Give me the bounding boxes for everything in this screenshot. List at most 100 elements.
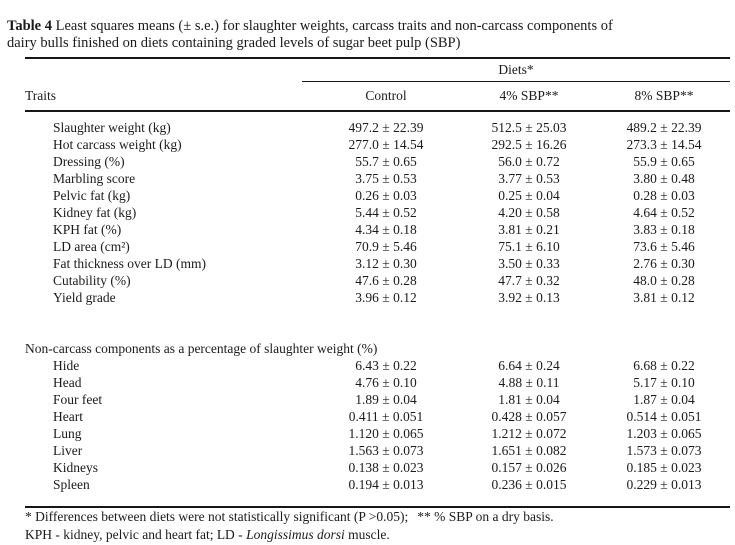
table-row: Hot carcass weight (kg) 277.0 ± 14.54 292.… [25,136,730,153]
value-cell-4pct-sbp: 1.212 ± 0.072 [491,425,567,441]
trait-label: Lung [53,425,82,441]
trait-label: Cutability (%) [53,272,131,288]
value-cell-control: 1.120 ± 0.065 [348,425,424,441]
value-cell-4pct-sbp: 6.64 ± 0.24 [498,357,560,373]
value-cell-4pct-sbp: 3.92 ± 0.13 [498,289,560,305]
table-row: Marbling score 3.75 ± 0.53 3.77 ± 0.53 3.80… [25,170,730,187]
value-cell-8pct-sbp: 3.81 ± 0.12 [633,289,695,305]
data-table: Diets* Traits Control 4% SBP** 8% SBP** … [25,57,730,508]
table-row: Liver 1.563 ± 0.073 1.651 ± 0.082 1.573 ± 0… [25,442,730,459]
table-row: KPH fat (%) 4.34 ± 0.18 3.81 ± 0.21 3.83 ± … [25,221,730,238]
value-cell-control: 497.2 ± 22.39 [348,119,424,135]
trait-label: Head [53,374,82,390]
table-number-label: Table 4 [7,17,52,34]
column-header-control: Control [302,81,440,112]
trait-label: LD area (cm²) [53,238,130,254]
value-cell-control: 4.76 ± 0.10 [355,374,417,390]
value-cell-8pct-sbp: 4.64 ± 0.52 [633,204,695,220]
value-cell-4pct-sbp: 3.77 ± 0.53 [498,170,560,186]
value-cell-8pct-sbp: 6.68 ± 0.22 [633,357,695,373]
value-cell-4pct-sbp: 1.81 ± 0.04 [498,391,560,407]
value-cell-8pct-sbp: 55.9 ± 0.65 [633,153,695,169]
table-row: Kidney fat (kg) 5.44 ± 0.52 4.20 ± 0.58 4.6… [25,204,730,221]
value-cell-control: 3.96 ± 0.12 [355,289,417,305]
value-cell-8pct-sbp: 1.203 ± 0.065 [626,425,702,441]
value-cell-control: 0.26 ± 0.03 [355,187,417,203]
value-cell-control: 0.138 ± 0.023 [348,459,424,475]
value-cell-4pct-sbp: 0.236 ± 0.015 [491,476,567,492]
table-row: Cutability (%) 47.6 ± 0.28 47.7 ± 0.32 48.0… [25,272,730,289]
footnotes: * Differences between diets were not sta… [25,508,725,543]
value-cell-4pct-sbp: 512.5 ± 25.03 [491,119,567,135]
trait-label: Hide [53,357,80,373]
trait-label: Kidneys [53,459,98,475]
value-cell-4pct-sbp: 4.88 ± 0.11 [498,374,560,390]
title-line1: Least squares means (± s.e.) for slaught… [55,17,613,34]
table-row: Hide 6.43 ± 0.22 6.64 ± 0.24 6.68 ± 0.22 [25,357,730,374]
value-cell-4pct-sbp: 0.428 ± 0.057 [491,408,567,424]
section-header-label: Non-carcass components as a percentage o… [25,340,378,356]
value-cell-4pct-sbp: 56.0 ± 0.72 [498,153,560,169]
footnote-abbrev-kph: KPH - kidney, pelvic and heart fat; LD - [25,526,247,542]
value-cell-control: 47.6 ± 0.28 [355,272,417,288]
non-carcass-section: Hide 6.43 ± 0.22 6.64 ± 0.24 6.68 ± 0.22 Hea… [25,357,730,493]
section-header-row: Non-carcass components as a percentage o… [25,340,730,357]
spacer-row [25,306,730,340]
trait-label: Slaughter weight (kg) [53,119,171,135]
table-bottom-rule [25,493,730,508]
footnote-sbp-basis: ** % SBP on a dry basis. [417,509,554,524]
value-cell-8pct-sbp: 0.514 ± 0.051 [626,408,702,424]
trait-label: Yield grade [53,289,116,305]
value-cell-8pct-sbp: 48.0 ± 0.28 [633,272,695,288]
table-row: Pelvic fat (kg) 0.26 ± 0.03 0.25 ± 0.04 0.2… [25,187,730,204]
trait-label: Dressing (%) [53,153,125,169]
value-cell-8pct-sbp: 1.87 ± 0.04 [633,391,695,407]
value-cell-control: 1.563 ± 0.073 [348,442,424,458]
table-row: Kidneys 0.138 ± 0.023 0.157 ± 0.026 0.185 ±… [25,459,730,476]
title-line2: dairy bulls finished on diets containing… [7,35,461,51]
column-header-row: Traits Control 4% SBP** 8% SBP** [25,81,730,112]
value-cell-control: 277.0 ± 14.54 [348,136,424,152]
value-cell-control: 70.9 ± 5.46 [355,238,417,254]
table-row: Lung 1.120 ± 0.065 1.212 ± 0.072 1.203 ± 0.… [25,425,730,442]
trait-label: Pelvic fat (kg) [53,187,131,203]
value-cell-4pct-sbp: 75.1 ± 6.10 [498,238,560,254]
table-row: Spleen 0.194 ± 0.013 0.236 ± 0.015 0.229 ± … [25,476,730,493]
table-row: Slaughter weight (kg) 497.2 ± 22.39 512.5 … [25,119,730,136]
page-title: Table 4 Least squares means (± s.e.) for… [7,18,729,53]
trait-label: Heart [53,408,83,424]
diets-header-cell: Diets* [302,57,730,82]
column-header-traits: Traits [25,81,302,112]
value-cell-8pct-sbp: 0.229 ± 0.013 [626,476,702,492]
value-cell-control: 0.411 ± 0.051 [348,408,424,424]
value-cell-control: 5.44 ± 0.52 [355,204,417,220]
table-row: Heart 0.411 ± 0.051 0.428 ± 0.057 0.514 ± 0… [25,408,730,425]
table-row: Head 4.76 ± 0.10 4.88 ± 0.11 5.17 ± 0.10 [25,374,730,391]
trait-label: Spleen [53,476,90,492]
value-cell-control: 6.43 ± 0.22 [355,357,417,373]
value-cell-4pct-sbp: 47.7 ± 0.32 [498,272,560,288]
empty-corner-cell [25,57,302,82]
value-cell-4pct-sbp: 0.157 ± 0.026 [491,459,567,475]
trait-label: Hot carcass weight (kg) [53,136,182,152]
value-cell-8pct-sbp: 5.17 ± 0.10 [633,374,695,390]
value-cell-4pct-sbp: 0.25 ± 0.04 [498,187,560,203]
value-cell-4pct-sbp: 1.651 ± 0.082 [491,442,567,458]
trait-label: Marbling score [53,170,136,186]
trait-label: Four feet [53,391,103,407]
footnote-line-2: KPH - kidney, pelvic and heart fat; LD -… [25,526,725,544]
column-header-8pct-sbp: 8% SBP** [573,81,730,112]
footnote-line-1: * Differences between diets were not sta… [25,508,725,526]
diets-header-row: Diets* [25,57,730,82]
value-cell-4pct-sbp: 3.81 ± 0.21 [498,221,560,237]
value-cell-8pct-sbp: 73.6 ± 5.46 [633,238,695,254]
value-cell-control: 3.75 ± 0.53 [355,170,417,186]
footnote-muscle: muscle. [344,526,390,542]
value-cell-8pct-sbp: 0.185 ± 0.023 [626,459,702,475]
value-cell-4pct-sbp: 4.20 ± 0.58 [498,204,560,220]
trait-label: Kidney fat (kg) [53,204,137,220]
value-cell-8pct-sbp: 273.3 ± 14.54 [626,136,702,152]
value-cell-8pct-sbp: 0.28 ± 0.03 [633,187,695,203]
value-cell-8pct-sbp: 2.76 ± 0.30 [633,255,695,271]
